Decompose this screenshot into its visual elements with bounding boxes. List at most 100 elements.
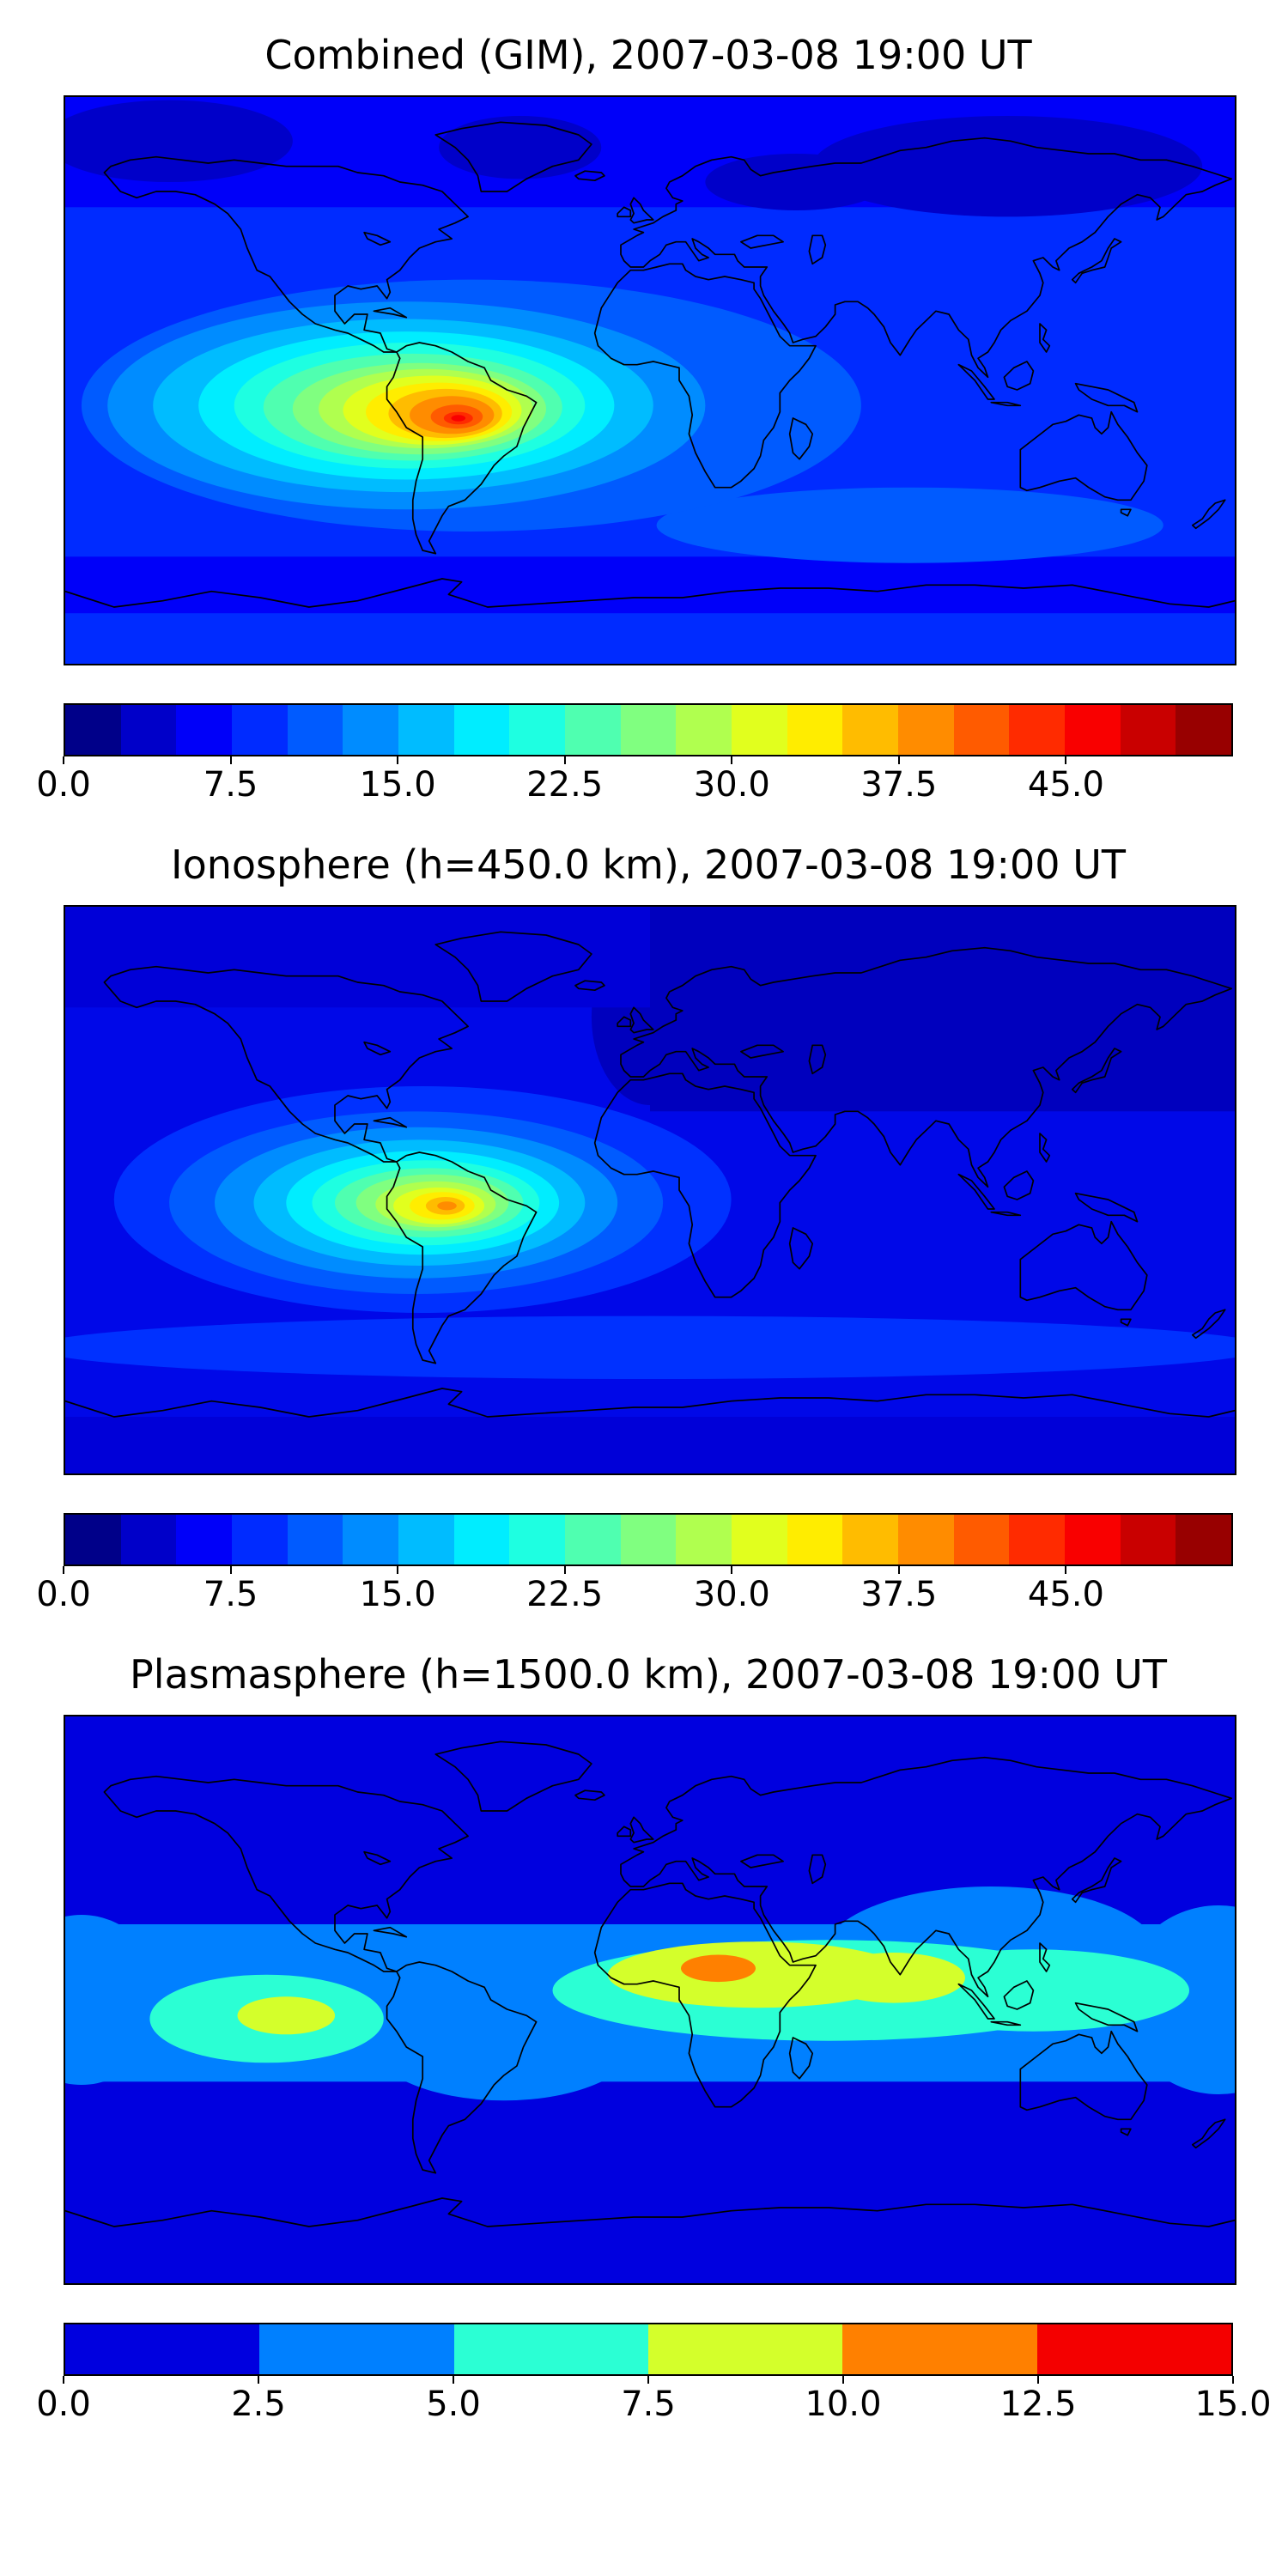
coastline xyxy=(373,1116,408,1128)
colorbar-tick-label: 7.5 xyxy=(203,1574,258,1614)
colorbar-segment xyxy=(120,1514,177,1564)
coastline xyxy=(620,946,1233,1188)
colorbar-segment xyxy=(787,1514,843,1564)
colorbar-segment xyxy=(1009,1514,1066,1564)
colorbar-tick: 12.5 xyxy=(999,2375,1115,2422)
colorbar-tick: 22.5 xyxy=(526,1565,641,1613)
colorbar-ionosphere xyxy=(64,1512,1233,1566)
coastline xyxy=(574,1789,605,1801)
coastline xyxy=(1191,499,1226,530)
colorbar-segment xyxy=(453,704,510,755)
colorbar-segment xyxy=(259,2324,454,2374)
coastline xyxy=(808,234,827,265)
coastline xyxy=(620,1756,1233,1997)
coastline xyxy=(740,1044,784,1059)
coastline xyxy=(1191,1309,1226,1339)
coastline xyxy=(617,1016,632,1027)
colorbar-tick: 30.0 xyxy=(694,1565,808,1613)
colorbar-segment xyxy=(565,1514,621,1564)
coastline xyxy=(629,1006,654,1034)
colorbar-tick-label: 12.5 xyxy=(999,2384,1077,2424)
coastline xyxy=(1003,361,1035,391)
colorbar-segment xyxy=(842,2324,1037,2374)
coastline xyxy=(1039,323,1051,353)
colorbar-wrap-ionosphere: 0.0 7.5 15.0 22.5 30.0 37.5 45.0 xyxy=(36,1512,1233,1619)
coastline xyxy=(1003,1979,1035,2010)
colorbar-tick-label: 7.5 xyxy=(621,2384,676,2424)
world-map-combined xyxy=(64,94,1236,665)
coastline xyxy=(957,363,995,400)
coastline xyxy=(788,2036,814,2080)
colorbar-tickmark xyxy=(842,2375,844,2384)
colorbar-segment xyxy=(620,1514,677,1564)
colorbar-segment xyxy=(953,704,1010,755)
coastline xyxy=(1074,2002,1139,2032)
colorbar-tick-label: 15.0 xyxy=(1194,2384,1272,2424)
coastline xyxy=(363,1041,392,1055)
coastline-antarctica xyxy=(65,2196,1235,2227)
panel-plasmasphere: Plasmasphere (h=1500.0 km), 2007-03-08 1… xyxy=(36,1619,1271,2429)
colorbar-tick-label: 10.0 xyxy=(805,2384,882,2424)
tec-maps-figure: Combined (GIM), 2007-03-08 19:00 UT 0.0 7… xyxy=(36,0,1271,2429)
colorbar-tickmark xyxy=(63,2375,64,2384)
coastline xyxy=(1074,1192,1139,1223)
coastline xyxy=(373,1926,408,1938)
colorbar-segment xyxy=(732,1514,787,1564)
colorbar-segment xyxy=(343,1514,399,1564)
coastline xyxy=(593,1072,817,1298)
colorbar-segment xyxy=(953,1514,1010,1564)
colorbar-segment xyxy=(620,704,677,755)
coastline xyxy=(1003,1170,1035,1200)
coastline xyxy=(990,401,1022,407)
colorbar-tick: 37.5 xyxy=(860,756,975,803)
colorbar-segment xyxy=(1065,1514,1121,1564)
colorbar-tick-label: 0.0 xyxy=(36,764,91,805)
coastline-antarctica xyxy=(65,1387,1235,1418)
colorbar-segment xyxy=(120,704,177,755)
map-contour-svg xyxy=(65,906,1235,1473)
colorbar-tickmark xyxy=(397,756,399,764)
colorbar-tickmark xyxy=(897,756,900,764)
panel-title-combined: Combined (GIM), 2007-03-08 19:00 UT xyxy=(264,32,1032,78)
panel-combined-gim: Combined (GIM), 2007-03-08 19:00 UT 0.0 7… xyxy=(36,0,1236,810)
world-map-ionosphere xyxy=(64,904,1236,1475)
colorbar-tick: 15.0 xyxy=(360,1565,474,1613)
colorbar-segment xyxy=(453,1514,510,1564)
colorbar-tick: 45.0 xyxy=(1028,756,1142,803)
coastline xyxy=(574,170,605,181)
colorbar-tickmark xyxy=(647,2375,649,2384)
colorbar-tickmark xyxy=(453,2375,454,2384)
coastline xyxy=(103,965,469,1163)
coastline xyxy=(620,137,1233,379)
colorbar-segment xyxy=(65,2324,260,2374)
coastline xyxy=(1120,2128,1132,2136)
colorbar-segment xyxy=(1120,1514,1176,1564)
coastline xyxy=(1071,1047,1122,1093)
colorbar-segment xyxy=(842,1514,899,1564)
coastline xyxy=(788,417,814,460)
colorbar-tick: 5.0 xyxy=(426,2375,508,2422)
coastline xyxy=(1019,1220,1148,1310)
colorbar-tickmark xyxy=(63,756,64,764)
coastline xyxy=(1071,1856,1122,1903)
colorbar-segment xyxy=(787,704,843,755)
colorbar-tickmark xyxy=(258,2375,259,2384)
coastline xyxy=(1039,1941,1051,1972)
colorbar-tick: 2.5 xyxy=(231,2375,313,2422)
coastline xyxy=(629,197,654,224)
colorbar-segment xyxy=(1120,704,1176,755)
colorbar-tick-label: 45.0 xyxy=(1027,1574,1104,1614)
coastline xyxy=(629,1816,654,1844)
colorbar-tick-label: 0.0 xyxy=(36,2384,91,2424)
colorbar-tick-label: 37.5 xyxy=(860,764,938,805)
colorbar-segment xyxy=(1176,1514,1232,1564)
colorbar-segment xyxy=(509,704,566,755)
colorbar-segment xyxy=(676,704,732,755)
colorbar-segment xyxy=(676,1514,732,1564)
colorbar-tick-label: 30.0 xyxy=(693,764,770,805)
colorbar-segment xyxy=(176,1514,233,1564)
colorbar-wrap-combined: 0.0 7.5 15.0 22.5 30.0 37.5 45.0 xyxy=(36,702,1233,810)
colorbar-segment xyxy=(453,2324,648,2374)
colorbar-segment xyxy=(509,1514,566,1564)
colorbar-tick: 10.0 xyxy=(805,2375,920,2422)
